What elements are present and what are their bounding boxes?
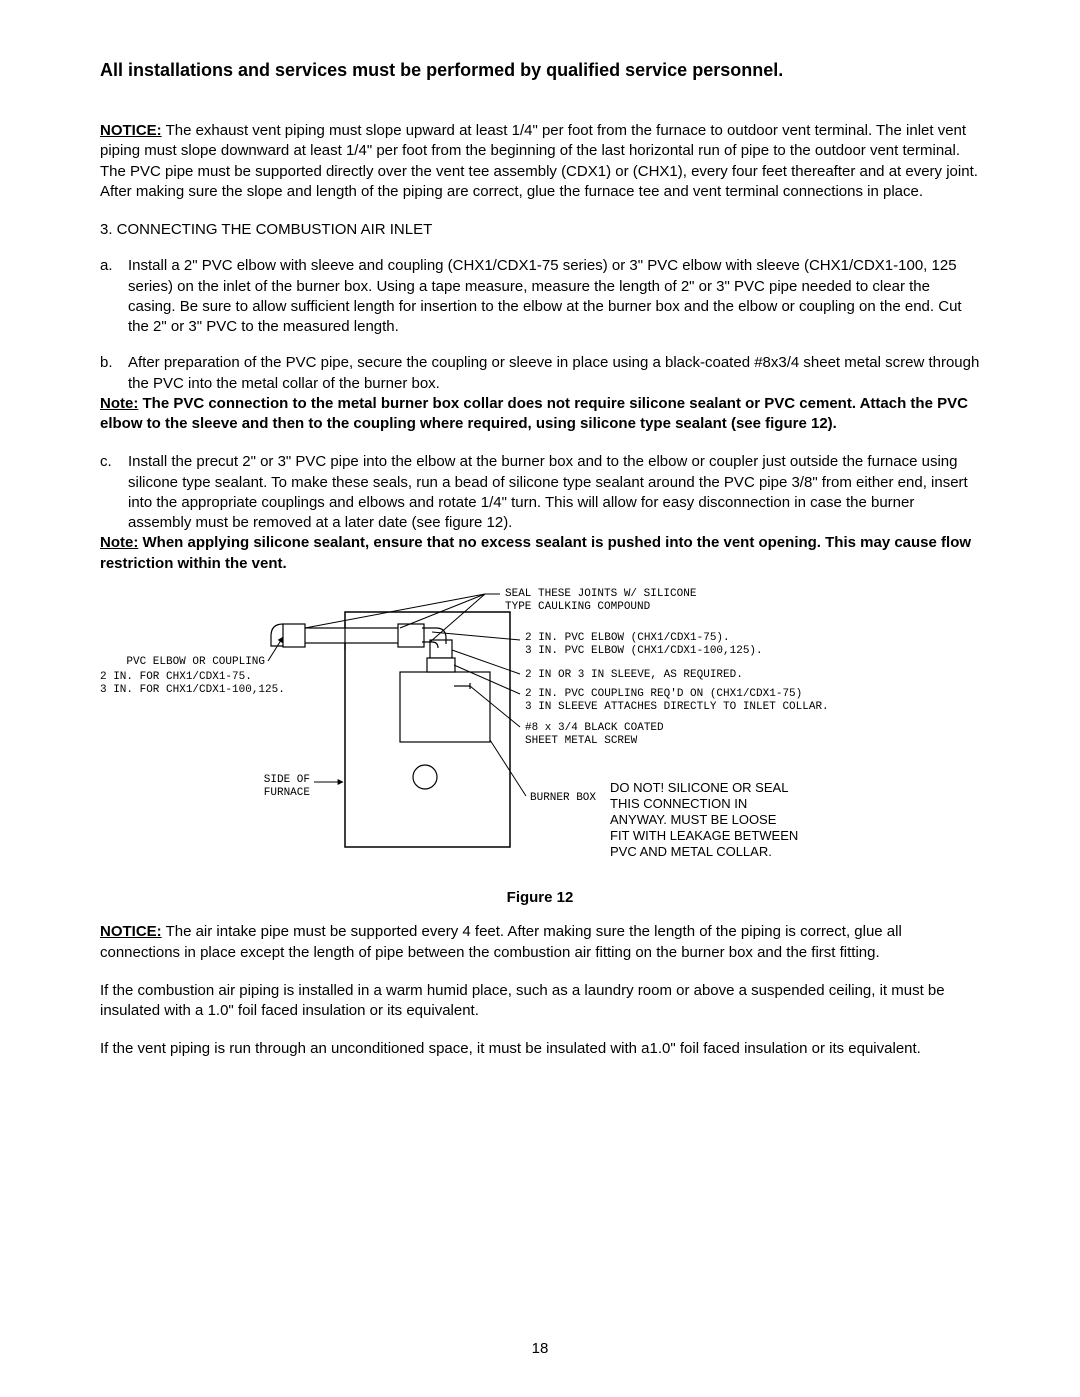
list-marker-c: c. — [100, 452, 128, 533]
diag-burner-box: BURNER BOX — [530, 792, 596, 804]
diag-r3a: 2 IN. PVC COUPLING REQ'D ON (CHX1/CDX1-7… — [525, 688, 802, 700]
para-humid: If the combustion air piping is installe… — [100, 981, 980, 1022]
list-text-a: Install a 2" PVC elbow with sleeve and c… — [128, 256, 980, 337]
page-title: All installations and services must be p… — [100, 60, 980, 81]
section-3-heading: 3. CONNECTING THE COMBUSTION AIR INLET — [100, 220, 980, 240]
note-2-text: When applying silicone sealant, ensure t… — [100, 534, 971, 571]
list-item-c: c. Install the precut 2" or 3" PVC pipe … — [100, 452, 980, 533]
diag-warn2: THIS CONNECTION IN — [610, 796, 747, 811]
figure-12-svg: SEAL THESE JOINTS W/ SILICONE TYPE CAULK… — [100, 582, 980, 872]
note-1-label: Note: — [100, 395, 138, 412]
para-unconditioned: If the vent piping is run through an unc… — [100, 1039, 980, 1059]
diag-3in: 3 IN. FOR CHX1/CDX1-100,125. — [100, 684, 285, 696]
note-1: Note: The PVC connection to the metal bu… — [100, 394, 980, 435]
diag-warn5: PVC AND METAL COLLAR. — [610, 844, 772, 859]
list-item-a: a. Install a 2" PVC elbow with sleeve an… — [100, 256, 980, 337]
diag-2in: 2 IN. FOR CHX1/CDX1-75. — [100, 671, 252, 683]
figure-12-caption: Figure 12 — [100, 888, 980, 908]
list-marker-b: b. — [100, 353, 128, 394]
diag-r4b: SHEET METAL SCREW — [525, 735, 638, 747]
notice-label: NOTICE: — [100, 122, 162, 139]
list-marker-a: a. — [100, 256, 128, 337]
list-item-b: b. After preparation of the PVC pipe, se… — [100, 353, 980, 394]
notice-2-label: NOTICE: — [100, 923, 162, 940]
diag-r4a: #8 x 3/4 BLACK COATED — [525, 722, 664, 734]
diag-warn4: FIT WITH LEAKAGE BETWEEN — [610, 828, 798, 843]
diag-warn1: DO NOT! SILICONE OR SEAL — [610, 780, 788, 795]
body-content: NOTICE: The exhaust vent piping must slo… — [100, 121, 980, 1060]
diag-furnace: FURNACE — [264, 787, 311, 799]
diag-warn3: ANYWAY. MUST BE LOOSE — [610, 812, 777, 827]
diag-seal-1: SEAL THESE JOINTS W/ SILICONE — [505, 588, 697, 600]
diag-r3b: 3 IN SLEEVE ATTACHES DIRECTLY TO INLET C… — [525, 701, 829, 713]
notice-1: NOTICE: The exhaust vent piping must slo… — [100, 121, 980, 202]
diag-elbow-coupling: PVC ELBOW OR COUPLING — [126, 656, 265, 668]
note-1-text: The PVC connection to the metal burner b… — [100, 395, 968, 432]
list-text-b: After preparation of the PVC pipe, secur… — [128, 353, 980, 394]
list-text-c: Install the precut 2" or 3" PVC pipe int… — [128, 452, 980, 533]
page-number: 18 — [0, 1340, 1080, 1357]
document-page: All installations and services must be p… — [0, 0, 1080, 1397]
diag-r2: 2 IN OR 3 IN SLEEVE, AS REQUIRED. — [525, 669, 743, 681]
diag-side-of: SIDE OF — [264, 774, 310, 786]
diag-r1a: 2 IN. PVC ELBOW (CHX1/CDX1-75). — [525, 632, 730, 644]
note-2-label: Note: — [100, 534, 138, 551]
diag-seal-2: TYPE CAULKING COMPOUND — [505, 601, 651, 613]
notice-2: NOTICE: The air intake pipe must be supp… — [100, 922, 980, 963]
figure-12: SEAL THESE JOINTS W/ SILICONE TYPE CAULK… — [100, 582, 980, 909]
notice-2-text: The air intake pipe must be supported ev… — [100, 923, 902, 960]
note-2: Note: When applying silicone sealant, en… — [100, 533, 980, 574]
diag-r1b: 3 IN. PVC ELBOW (CHX1/CDX1-100,125). — [525, 645, 763, 657]
notice-1-text: The exhaust vent piping must slope upwar… — [100, 122, 978, 200]
